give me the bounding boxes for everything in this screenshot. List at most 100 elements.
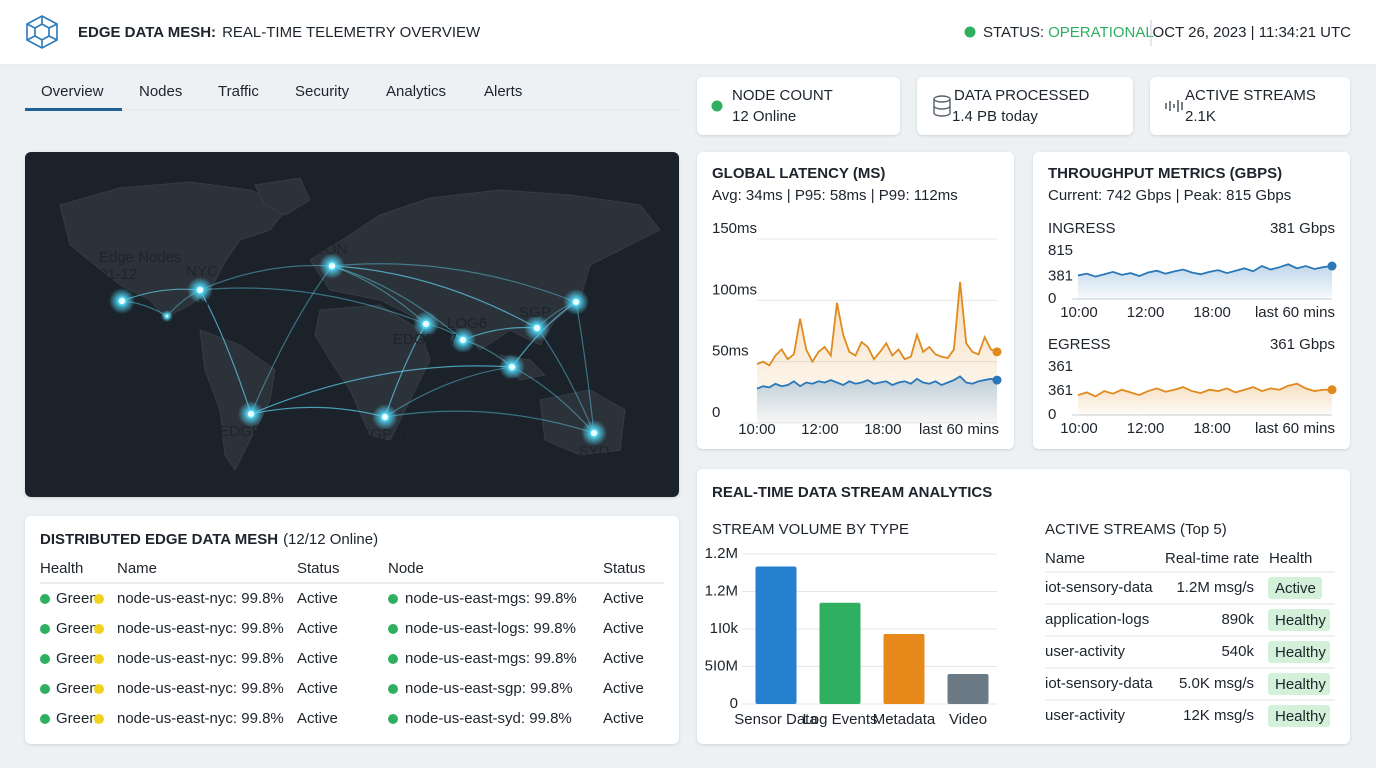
cell: 1.2M msg/s [1176, 579, 1254, 596]
node-dot [388, 624, 398, 634]
y-tick-label: 50ms [712, 343, 749, 360]
throughput-line-end [1327, 261, 1337, 271]
cell: 540k [1221, 643, 1254, 660]
latency-line-area [757, 376, 997, 423]
status-dot [964, 26, 976, 38]
status-value: OPERATIONAL [1048, 24, 1154, 41]
nodes-title-main: DISTRIBUTED EDGE DATA MESH [40, 531, 278, 548]
chart-subtitle: STREAM VOLUME BY TYPE [712, 521, 909, 538]
panel-value: 361 Gbps [1270, 336, 1335, 353]
bar [755, 566, 797, 704]
node [327, 261, 337, 271]
latency-line-end [992, 375, 1002, 385]
y-tick-label: 5I0M [705, 657, 738, 674]
link [250, 406, 386, 418]
node [195, 285, 205, 295]
y-tick-label: 361 [1048, 358, 1073, 375]
warn-dot [94, 624, 104, 634]
x-label: 12:00 [1127, 304, 1165, 321]
y-tick-label: 1.2M [705, 545, 738, 562]
x-tick-label: Metadata [873, 711, 936, 728]
link [250, 265, 333, 415]
logo [26, 15, 58, 49]
tab[interactable]: Overview [41, 83, 104, 100]
tab-underline [25, 108, 122, 111]
kpi-icon [711, 100, 723, 112]
y-tick-label: 0 [730, 695, 738, 712]
kpi-value: 1.4 PB today [952, 108, 1038, 125]
cell: Active [603, 680, 644, 697]
link [384, 410, 595, 434]
table-title: ACTIVE STREAMS (Top 5) [1045, 521, 1227, 538]
node [458, 335, 468, 345]
health-badge [1268, 705, 1330, 727]
cell: 890k [1221, 611, 1254, 628]
y-tick-label: 100ms [712, 281, 757, 298]
cell: Green [56, 590, 98, 607]
nodes-title-sub: (12/12 Online) [283, 531, 378, 548]
cell: node-us-east-nyc: 99.8% [117, 590, 284, 607]
cell: Active [603, 590, 644, 607]
x-label: last 60 mins [919, 421, 999, 438]
health-badge [1268, 641, 1330, 663]
x-label: 18:00 [864, 421, 902, 438]
node [380, 412, 390, 422]
map-label: ETF 03 [89, 311, 138, 328]
db-body [933, 99, 951, 117]
badge-text: Healthy [1275, 708, 1326, 725]
health-dot [40, 684, 50, 694]
cell: Active [297, 680, 338, 697]
tab[interactable]: Alerts [484, 83, 522, 100]
status-label: STATUS: [983, 24, 1044, 41]
node-dot [388, 654, 398, 664]
health-dot [40, 624, 50, 634]
health-badge [1268, 577, 1322, 599]
link [199, 264, 333, 291]
x-label: 10:00 [1060, 420, 1098, 437]
cell: Green [56, 620, 98, 637]
col-header: Health [40, 560, 83, 577]
node [246, 409, 256, 419]
warn-dot [94, 594, 104, 604]
panel-value: 381 Gbps [1270, 220, 1335, 237]
tab[interactable]: Traffic [218, 83, 259, 100]
tabs: Overview Nodes Traffic Security Analytics Ale… [25, 83, 522, 111]
cell: Green [56, 650, 98, 667]
cell: user-activity [1045, 643, 1126, 660]
map-label: LON [317, 241, 348, 258]
node [421, 319, 431, 329]
cell: node-us-east-sgp: 99.8% [405, 680, 573, 697]
col-header: Node [388, 560, 424, 577]
datetime: OCT 26, 2023 | 11:34:21 UTC [1153, 24, 1352, 41]
tab[interactable]: Nodes [139, 83, 182, 100]
throughput-line [1077, 263, 1333, 278]
x-label: 10:00 [738, 421, 776, 438]
throughput-line-area [1078, 264, 1332, 299]
x-label: 18:00 [1193, 304, 1231, 321]
bar [947, 674, 989, 704]
cell: Active [603, 650, 644, 667]
kpi-card [697, 77, 900, 135]
cell: Active [603, 620, 644, 637]
kpi-label: DATA PROCESSED [954, 87, 1089, 104]
x-label: 10:00 [1060, 304, 1098, 321]
kpi-icon [1165, 100, 1183, 112]
y-tick-label: 0 [712, 404, 720, 421]
panel-label: EGRESS [1048, 336, 1111, 353]
map-label: SGP [487, 375, 519, 392]
col-header: Name [1045, 550, 1085, 567]
map-label: SGP 11 [360, 426, 411, 443]
map-label: Edge Nodes [99, 249, 182, 266]
cell: Green [56, 680, 98, 697]
x-label: last 60 mins [1255, 420, 1335, 437]
x-tick-label: Sensor Data [734, 711, 818, 728]
tab[interactable]: Security [295, 83, 350, 100]
x-label: last 60 mins [1255, 304, 1335, 321]
kpi-card [1150, 77, 1350, 135]
title-rest: REAL-TIME TELEMETRY OVERVIEW [222, 24, 481, 41]
map-label: NYC [198, 296, 230, 313]
chart-subtitle: Avg: 34ms | P95: 58ms | P99: 112ms [712, 187, 958, 204]
latency-line [756, 281, 998, 367]
warn-dot [94, 654, 104, 664]
tab[interactable]: Analytics [386, 83, 446, 100]
